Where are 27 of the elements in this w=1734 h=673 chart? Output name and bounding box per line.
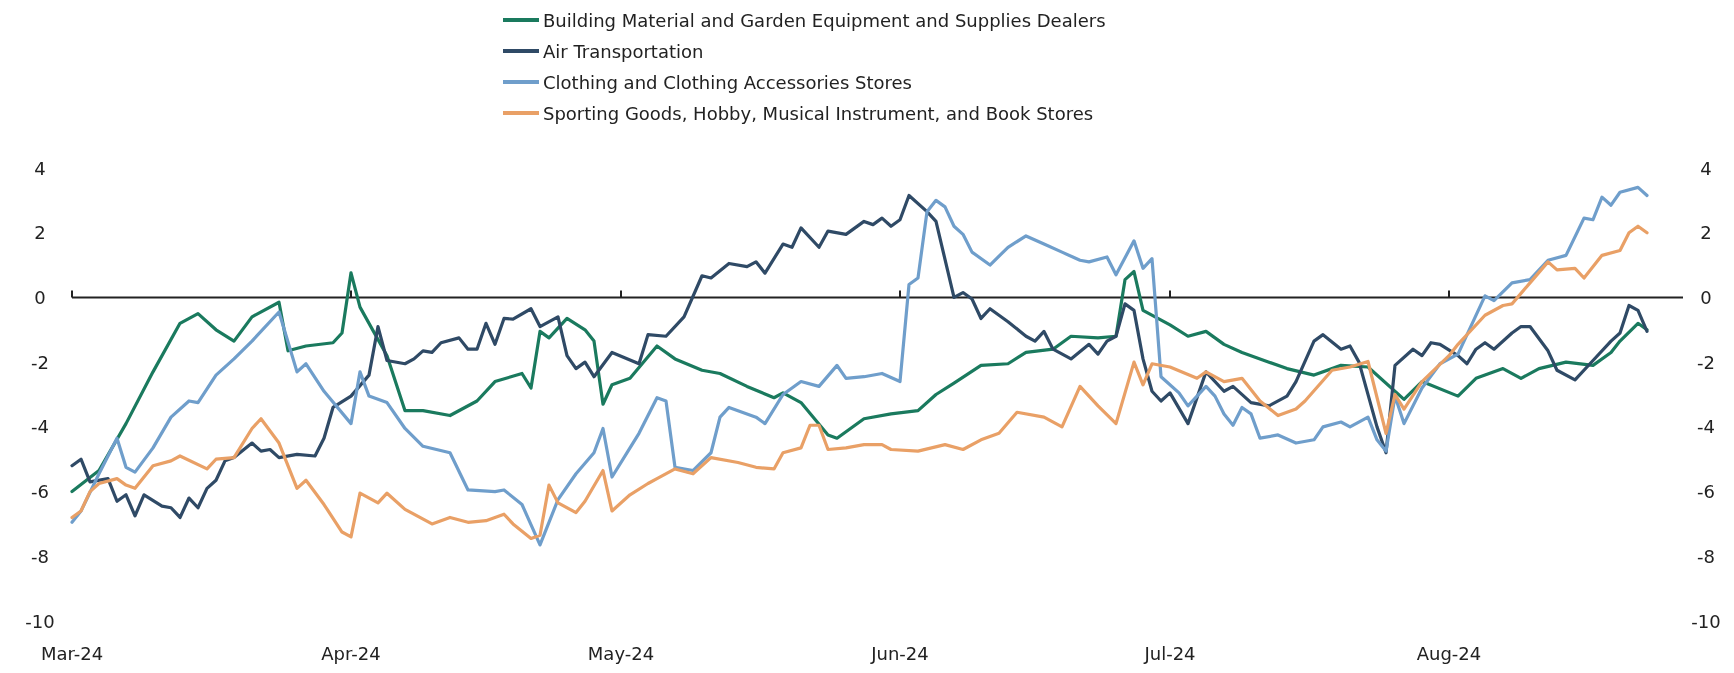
legend-label: Clothing and Clothing Accessories Stores: [543, 71, 912, 93]
y-tick-label: -4: [31, 416, 49, 438]
y-tick-label: -10: [25, 610, 55, 632]
y-tick-label: -2: [31, 351, 49, 373]
x-tick-label: May-24: [587, 643, 655, 664]
legend-label: Building Material and Garden Equipment and Supplies Dealers: [543, 9, 1106, 31]
y2-tick-label: 4: [1700, 157, 1712, 179]
y2-tick-label: -8: [1697, 545, 1715, 567]
y2-tick-label: -2: [1697, 351, 1715, 373]
y2-tick-label: 0: [1700, 286, 1712, 308]
y-tick-label: 2: [34, 222, 46, 244]
y2-tick-label: 2: [1700, 222, 1712, 244]
y-tick-label: 0: [34, 286, 46, 308]
y2-tick-label: -6: [1697, 481, 1715, 503]
y2-tick-label: -4: [1697, 416, 1715, 438]
x-tick-label: Jun-24: [870, 643, 929, 664]
y-tick-label: 4: [34, 157, 46, 179]
line-series: [70, 269, 1649, 494]
x-tick-label: Apr-24: [321, 643, 381, 664]
y2-tick-label: -10: [1691, 610, 1721, 632]
x-tick-label: Mar-24: [40, 643, 104, 664]
legend-label: Air Transportation: [543, 40, 704, 62]
y-tick-label: -8: [31, 545, 49, 567]
legend-label: Sporting Goods, Hobby, Musical Instrument, and Book Stores: [543, 102, 1094, 124]
x-tick-label: Jul-24: [1143, 643, 1196, 664]
x-tick-label: Aug-24: [1416, 643, 1482, 664]
y-tick-label: -6: [31, 481, 49, 503]
